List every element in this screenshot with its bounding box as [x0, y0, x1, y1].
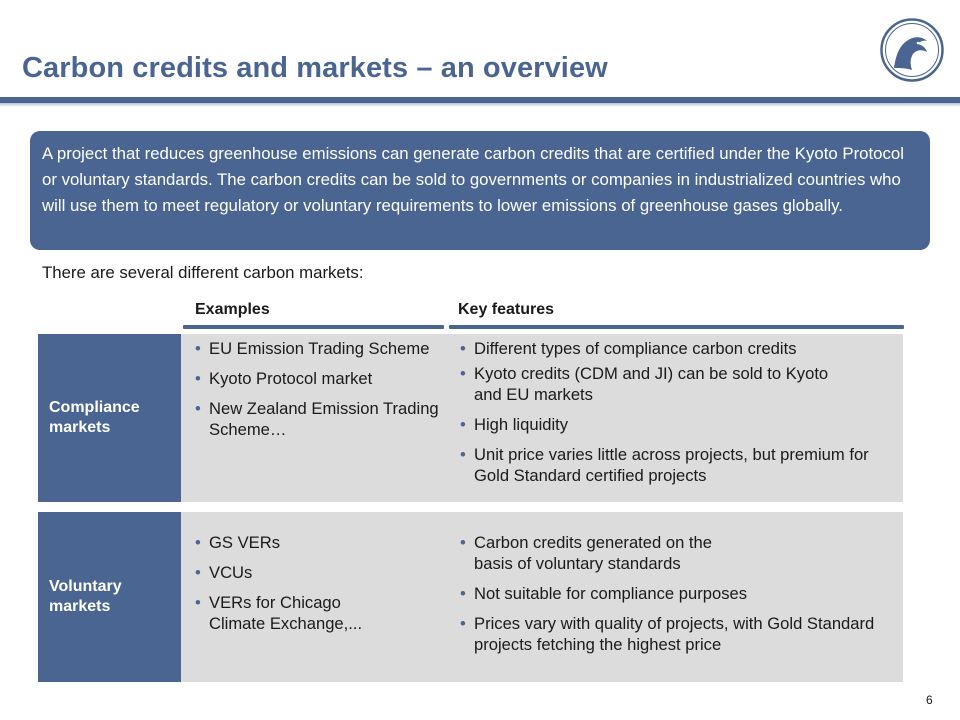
column-header-features-rule	[449, 325, 904, 329]
bullet-icon: •	[195, 339, 201, 358]
voluntary-examples-list: • GS VERs • VCUs • VERs for Chicago Climate…	[195, 532, 435, 643]
list-item: • Carbon credits generated on the basis o…	[460, 533, 713, 573]
bullet-icon: •	[195, 563, 201, 582]
list-item: • New Zealand Emission Trading Scheme…	[195, 399, 439, 439]
list-item: • Not suitable for compliance purposes	[460, 584, 748, 603]
bullet-icon: •	[195, 399, 201, 418]
logo	[880, 18, 944, 82]
bullet-icon: •	[460, 533, 466, 552]
list-item: • Unit price varies little across project…	[460, 445, 869, 485]
page-number: 6	[926, 693, 933, 707]
bullet-icon: •	[460, 445, 466, 464]
list-item: • EU Emission Trading Scheme	[195, 339, 430, 358]
bullet-icon: •	[460, 614, 466, 633]
list-item: • Kyoto credits (CDM and JI) can be sold …	[460, 364, 829, 404]
column-header-examples-rule	[183, 325, 444, 329]
compliance-features-list: • Different types of compliance carbon cr…	[460, 338, 902, 495]
list-item: • Kyoto Protocol market	[195, 369, 373, 388]
list-item: • Prices vary with quality of projects, w…	[460, 614, 875, 654]
row-label-compliance: Compliance markets	[38, 334, 198, 502]
title-divider	[0, 97, 960, 103]
page-title: Carbon credits and markets – an overview	[22, 52, 608, 84]
eagle-head-icon	[880, 18, 944, 82]
bullet-icon: •	[195, 533, 201, 552]
list-item: • Different types of compliance carbon cr…	[460, 339, 797, 358]
compliance-examples-list: • EU Emission Trading Scheme • Kyoto Proto…	[195, 338, 445, 449]
bullet-icon: •	[460, 415, 466, 434]
bullet-icon: •	[195, 593, 201, 612]
row-body-voluntary	[181, 512, 903, 682]
list-item: • High liquidity	[460, 415, 569, 434]
title-divider-shadow	[0, 103, 960, 107]
bullet-icon: •	[460, 364, 466, 383]
intro-callout: A project that reduces greenhouse emissi…	[30, 131, 930, 250]
voluntary-features-list: • Carbon credits generated on the basis o…	[460, 532, 902, 664]
list-item: • VCUs	[195, 563, 253, 582]
column-header-examples: Examples	[195, 301, 270, 318]
bullet-icon: •	[460, 339, 466, 358]
row-body-compliance	[181, 334, 903, 502]
row-label-voluntary: Voluntary markets	[38, 512, 181, 682]
list-item: • GS VERs	[195, 533, 281, 552]
bullet-icon: •	[460, 584, 466, 603]
column-header-features: Key features	[458, 301, 555, 318]
list-item: • VERs for Chicago Climate Exchange,...	[195, 593, 363, 633]
bullet-icon: •	[195, 369, 201, 388]
subheading: There are several different carbon marke…	[42, 263, 364, 282]
